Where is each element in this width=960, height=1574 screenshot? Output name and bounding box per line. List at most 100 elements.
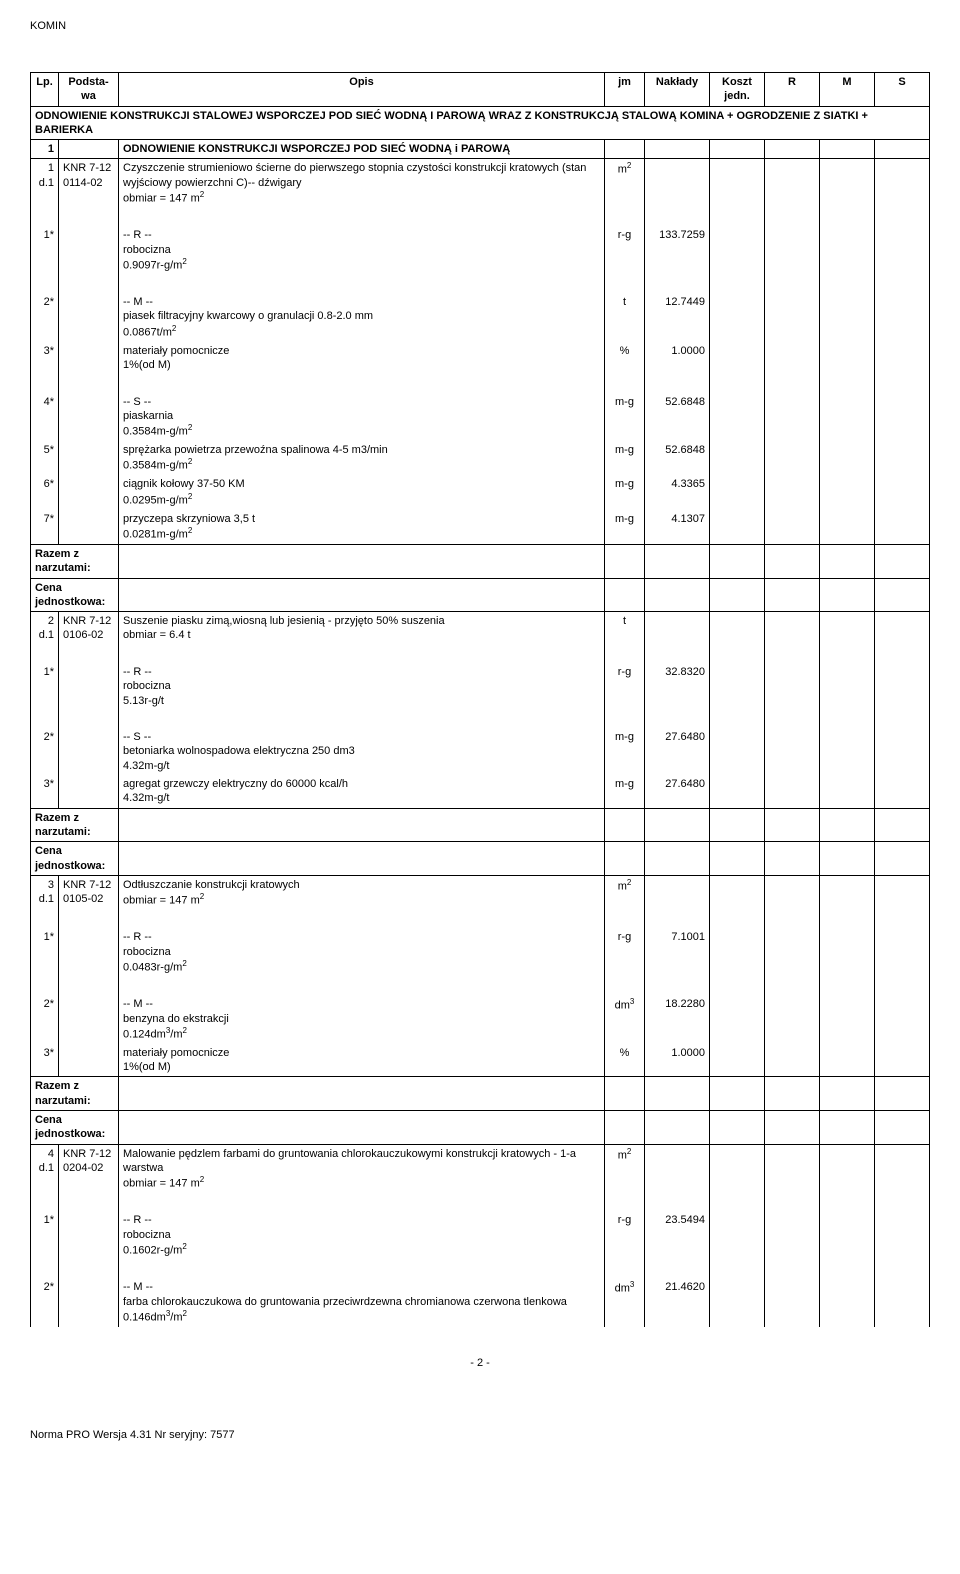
table-row: Razem z narzutami: bbox=[31, 808, 930, 842]
empty-cell bbox=[605, 808, 645, 842]
spacer-cell bbox=[119, 208, 605, 226]
jm-cell: m2 bbox=[605, 1144, 645, 1193]
spacer-cell bbox=[820, 1193, 875, 1211]
desc-cell: -- R -- robocizna 0.1602r-g/m2 bbox=[119, 1211, 605, 1260]
table-row bbox=[31, 208, 930, 226]
spacer-cell bbox=[765, 710, 820, 728]
desc-cell: -- R -- robocizna 5.13r-g/t bbox=[119, 663, 605, 710]
naklady-cell: 21.4620 bbox=[645, 1278, 710, 1327]
spacer-cell bbox=[875, 710, 930, 728]
table-row: Cena jednostkowa: bbox=[31, 842, 930, 876]
spacer-cell bbox=[875, 910, 930, 928]
spacer-cell bbox=[605, 645, 645, 663]
koszt-cell bbox=[710, 226, 765, 275]
r-cell bbox=[765, 775, 820, 808]
jm-cell: r-g bbox=[605, 928, 645, 977]
desc-cell: -- M -- piasek filtracyjny kwarcowy o gr… bbox=[119, 293, 605, 342]
s-cell bbox=[875, 475, 930, 509]
s-cell bbox=[875, 159, 930, 208]
naklady-cell: 4.3365 bbox=[645, 475, 710, 509]
empty-cell bbox=[645, 842, 710, 876]
spacer-cell bbox=[59, 710, 119, 728]
base-cell bbox=[59, 775, 119, 808]
jm-cell: m2 bbox=[605, 875, 645, 910]
table-row: 2*-- M -- benzyna do ekstrakcji 0.124dm3… bbox=[31, 995, 930, 1044]
spacer-cell bbox=[875, 1260, 930, 1278]
empty-cell bbox=[645, 578, 710, 612]
koszt-cell bbox=[710, 663, 765, 710]
empty-cell bbox=[820, 1077, 875, 1111]
table-row: Cena jednostkowa: bbox=[31, 578, 930, 612]
empty-cell bbox=[820, 578, 875, 612]
base-cell bbox=[59, 1044, 119, 1077]
table-row: ODNOWIENIE KONSTRUKCJI STALOWEJ WSPORCZE… bbox=[31, 106, 930, 140]
lp-cell: 2* bbox=[31, 995, 59, 1044]
section-title-cell: ODNOWIENIE KONSTRUKCJI STALOWEJ WSPORCZE… bbox=[31, 106, 930, 140]
naklady-cell: 27.6480 bbox=[645, 775, 710, 808]
lp-cell: 2* bbox=[31, 1278, 59, 1327]
table-row: 3*materiały pomocnicze 1%(od M)%1.0000 bbox=[31, 1044, 930, 1077]
col-r: R bbox=[765, 73, 820, 107]
spacer-cell bbox=[31, 710, 59, 728]
empty-cell bbox=[820, 808, 875, 842]
koszt-cell bbox=[710, 475, 765, 509]
r-cell bbox=[765, 1278, 820, 1327]
s-cell bbox=[875, 1044, 930, 1077]
spacer-cell bbox=[765, 374, 820, 392]
koszt-cell bbox=[710, 728, 765, 775]
spacer-cell bbox=[605, 1260, 645, 1278]
empty-cell bbox=[710, 1077, 765, 1111]
jm-cell: t bbox=[605, 612, 645, 645]
spacer-cell bbox=[605, 977, 645, 995]
lp-cell: 4 d.1 bbox=[31, 1144, 59, 1193]
spacer-cell bbox=[645, 910, 710, 928]
lp-cell: 2 d.1 bbox=[31, 612, 59, 645]
spacer-cell bbox=[59, 208, 119, 226]
m-cell bbox=[820, 663, 875, 710]
empty-cell bbox=[605, 578, 645, 612]
table-row: 2*-- M -- farba chlorokauczukowa do grun… bbox=[31, 1278, 930, 1327]
base-cell bbox=[59, 995, 119, 1044]
table-row bbox=[31, 275, 930, 293]
jm-cell: % bbox=[605, 342, 645, 375]
empty-cell bbox=[875, 1110, 930, 1144]
table-row bbox=[31, 977, 930, 995]
koszt-cell bbox=[710, 928, 765, 977]
s-cell bbox=[875, 140, 930, 159]
spacer-cell bbox=[645, 275, 710, 293]
lp-cell: 1* bbox=[31, 226, 59, 275]
table-row: 2*-- S -- betoniarka wolnospadowa elektr… bbox=[31, 728, 930, 775]
summary-label: Cena jednostkowa: bbox=[31, 1110, 119, 1144]
naklady-cell: 18.2280 bbox=[645, 995, 710, 1044]
jm-cell: m-g bbox=[605, 441, 645, 475]
r-cell bbox=[765, 393, 820, 442]
jm-cell: dm3 bbox=[605, 1278, 645, 1327]
s-cell bbox=[875, 441, 930, 475]
r-cell bbox=[765, 663, 820, 710]
spacer-cell bbox=[119, 910, 605, 928]
desc-cell: Suszenie piasku zimą,wiosną lub jesienią… bbox=[119, 612, 605, 645]
empty-cell bbox=[119, 578, 605, 612]
spacer-cell bbox=[31, 374, 59, 392]
spacer-cell bbox=[59, 1193, 119, 1211]
spacer-cell bbox=[765, 645, 820, 663]
spacer-cell bbox=[605, 275, 645, 293]
koszt-cell bbox=[710, 1211, 765, 1260]
lp-cell: 7* bbox=[31, 510, 59, 545]
spacer-cell bbox=[59, 275, 119, 293]
koszt-cell bbox=[710, 1278, 765, 1327]
s-cell bbox=[875, 393, 930, 442]
empty-cell bbox=[765, 808, 820, 842]
empty-cell bbox=[119, 1077, 605, 1111]
koszt-cell bbox=[710, 775, 765, 808]
s-cell bbox=[875, 775, 930, 808]
empty-cell bbox=[119, 544, 605, 578]
jm-cell: r-g bbox=[605, 226, 645, 275]
table-row: 1 d.1KNR 7-12 0114-02Czyszczenie strumie… bbox=[31, 159, 930, 208]
koszt-cell bbox=[710, 293, 765, 342]
spacer-cell bbox=[31, 1260, 59, 1278]
naklady-cell: 1.0000 bbox=[645, 342, 710, 375]
m-cell bbox=[820, 728, 875, 775]
empty-cell bbox=[765, 1077, 820, 1111]
spacer-cell bbox=[59, 645, 119, 663]
